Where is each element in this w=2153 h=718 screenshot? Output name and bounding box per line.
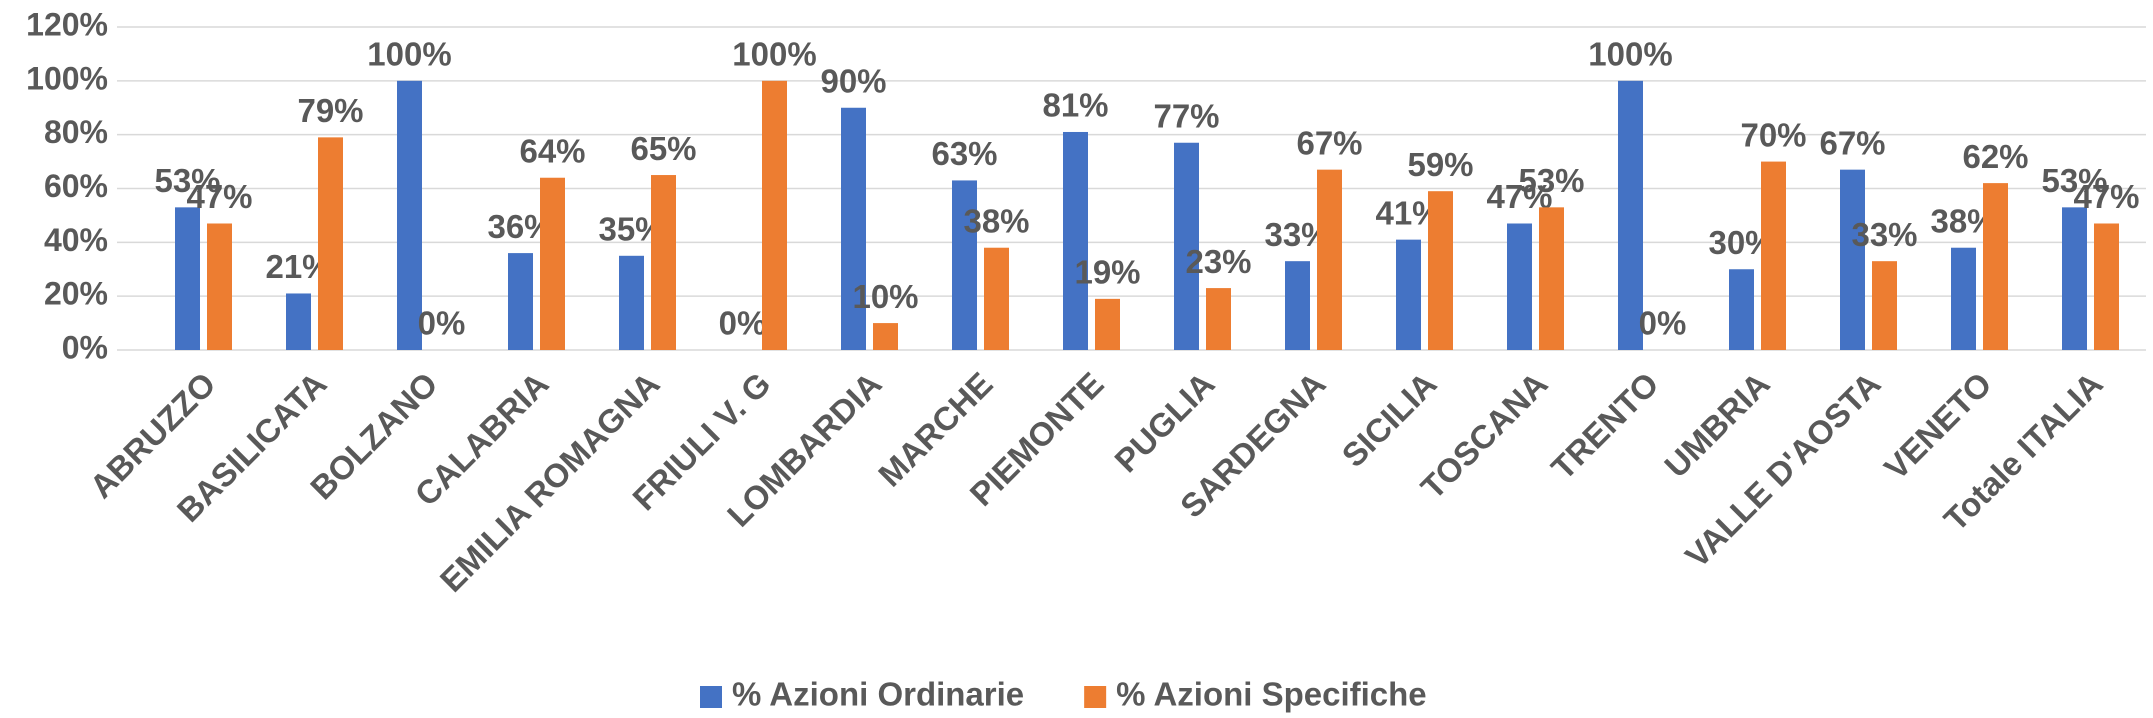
value-label: 62% xyxy=(1962,138,2028,175)
value-label: 65% xyxy=(630,130,696,167)
bar xyxy=(1539,207,1564,350)
value-label: 19% xyxy=(1074,254,1140,291)
bar xyxy=(207,223,232,350)
value-label: 0% xyxy=(1639,305,1687,342)
bar xyxy=(952,180,977,350)
bar xyxy=(873,323,898,350)
value-label: 100% xyxy=(1588,36,1672,73)
value-label: 33% xyxy=(1851,216,1917,253)
y-tick-label: 0% xyxy=(62,329,108,365)
bar xyxy=(1761,161,1786,350)
bar xyxy=(1872,261,1897,350)
legend-swatch xyxy=(700,686,722,708)
bar xyxy=(1285,261,1310,350)
legend-swatch xyxy=(1084,686,1107,708)
bar xyxy=(619,255,644,350)
bar xyxy=(397,80,422,350)
value-label: 79% xyxy=(297,92,363,129)
value-label: 53% xyxy=(154,162,220,199)
bar xyxy=(540,177,565,350)
bar xyxy=(1618,80,1643,350)
bar xyxy=(1729,269,1754,350)
value-label: 59% xyxy=(1407,146,1473,183)
bar xyxy=(1428,191,1453,350)
bar xyxy=(318,137,343,350)
bar xyxy=(1951,247,1976,350)
bar xyxy=(175,207,200,350)
bar xyxy=(1840,169,1865,350)
x-tick-label: VALLE D'AOSTA xyxy=(1678,365,1888,575)
value-label: 77% xyxy=(1153,97,1219,134)
value-label: 64% xyxy=(519,132,585,169)
value-label: 47% xyxy=(2073,178,2139,215)
y-tick-label: 100% xyxy=(26,60,108,96)
bar xyxy=(841,107,866,350)
value-label: 81% xyxy=(1042,87,1108,124)
value-label: 53% xyxy=(2041,162,2107,199)
value-label: 0% xyxy=(418,305,466,342)
bar xyxy=(1396,239,1421,350)
bar xyxy=(1507,223,1532,350)
value-label: 23% xyxy=(1185,243,1251,280)
bar xyxy=(1095,298,1120,350)
x-tick-label: PUGLIA xyxy=(1107,365,1221,479)
bar xyxy=(1174,142,1199,350)
bar xyxy=(762,80,787,350)
bar xyxy=(984,247,1009,350)
bar xyxy=(1317,169,1342,350)
legend-label: % Azioni Ordinarie xyxy=(732,676,1024,713)
bar xyxy=(1063,131,1088,350)
value-label: 38% xyxy=(963,202,1029,239)
value-label: 67% xyxy=(1296,124,1362,161)
y-tick-label: 80% xyxy=(44,114,108,150)
x-tick-label: SICILIA xyxy=(1334,365,1443,474)
bar xyxy=(1206,288,1231,350)
bar xyxy=(2094,223,2119,350)
value-label: 100% xyxy=(367,36,451,73)
y-tick-label: 40% xyxy=(44,222,108,258)
y-tick-label: 60% xyxy=(44,168,108,204)
x-tick-label: EMILIA ROMAGNA xyxy=(433,365,667,599)
value-label: 100% xyxy=(732,36,816,73)
bar xyxy=(1983,183,2008,350)
value-label: 63% xyxy=(931,135,997,172)
bar xyxy=(2062,207,2087,350)
value-label: 10% xyxy=(852,278,918,315)
value-label: 0% xyxy=(719,305,767,342)
y-tick-label: 20% xyxy=(44,276,108,312)
value-label: 70% xyxy=(1740,116,1806,153)
value-label: 67% xyxy=(1819,124,1885,161)
y-tick-label: 120% xyxy=(26,6,108,42)
value-label: 47% xyxy=(186,178,252,215)
value-label: 53% xyxy=(1518,162,1584,199)
bar xyxy=(651,175,676,350)
x-tick-label: TRENTO xyxy=(1544,365,1666,487)
value-label: 90% xyxy=(820,62,886,99)
legend-label: % Azioni Specifiche xyxy=(1116,676,1427,713)
bar xyxy=(508,253,533,350)
bar xyxy=(286,293,311,350)
